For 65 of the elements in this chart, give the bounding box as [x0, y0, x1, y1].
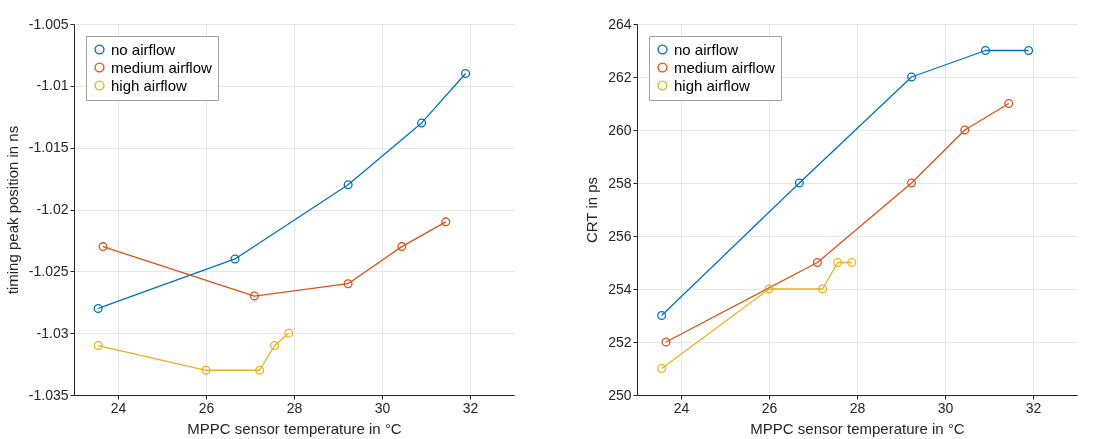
x-tick-label: 32 [1025, 399, 1042, 416]
x-tick-label: 26 [198, 399, 215, 416]
point [230, 254, 240, 264]
x-axis-title: MPPC sensor temperature in °C [750, 419, 965, 437]
point [343, 180, 353, 190]
x-tick-label: 32 [462, 399, 479, 416]
point [794, 178, 804, 188]
point [907, 72, 917, 82]
y-tick-label: 254 [608, 280, 632, 297]
y-tick-label: 250 [608, 386, 632, 403]
y-axis-title: timing peak position in ns [3, 125, 21, 295]
x-tick-label: 24 [673, 399, 690, 416]
legend-label: medium airflow [111, 58, 213, 76]
x-axis-title: MPPC sensor temperature in °C [187, 419, 402, 437]
x-tick-label: 26 [761, 399, 778, 416]
point [657, 310, 667, 321]
point [343, 279, 353, 289]
point [764, 284, 774, 294]
y-tick-label: -1.005 [28, 15, 69, 32]
legend-label: no airflow [674, 40, 739, 58]
point [98, 242, 108, 252]
point [657, 363, 667, 374]
point [270, 341, 280, 351]
y-tick-label: -1.035 [28, 386, 69, 403]
point [1004, 98, 1014, 109]
y-tick-label: -1.02 [36, 201, 69, 217]
point [833, 257, 843, 268]
point [847, 257, 857, 268]
point [93, 303, 103, 313]
y-tick-label: -1.03 [36, 324, 69, 341]
legend-label: high airflow [674, 76, 751, 94]
y-tick-label: -1.015 [28, 139, 69, 156]
x-tick-label: 30 [937, 399, 954, 416]
point [980, 45, 990, 56]
point [441, 217, 451, 227]
point [661, 337, 671, 347]
point [249, 291, 259, 301]
legend-label: medium airflow [674, 58, 776, 76]
point [812, 257, 822, 268]
x-tick-label: 28 [286, 399, 303, 416]
point [960, 125, 970, 135]
y-tick-label: -1.01 [36, 77, 69, 94]
point [417, 118, 427, 128]
y-tick-label: -1.025 [28, 262, 69, 279]
y-tick-label: 256 [608, 227, 632, 244]
x-tick-label: 28 [849, 399, 866, 416]
point [93, 341, 103, 351]
y-tick-label: 262 [608, 68, 632, 85]
point [397, 242, 407, 252]
y-tick-label: 258 [608, 174, 632, 191]
point [1024, 45, 1034, 56]
legend-label: no airflow [111, 40, 176, 58]
point [201, 365, 211, 375]
y-axis-title: CRT in ps [583, 176, 601, 244]
point [284, 328, 294, 338]
point [907, 178, 917, 188]
y-tick-label: 260 [608, 121, 632, 138]
x-tick-label: 30 [374, 399, 391, 416]
point [255, 365, 265, 375]
x-tick-label: 24 [110, 399, 127, 416]
point [818, 284, 828, 294]
y-tick-label: 252 [608, 333, 632, 350]
point [461, 68, 471, 78]
legend-label: high airflow [111, 76, 188, 94]
y-tick-label: 264 [608, 15, 632, 32]
